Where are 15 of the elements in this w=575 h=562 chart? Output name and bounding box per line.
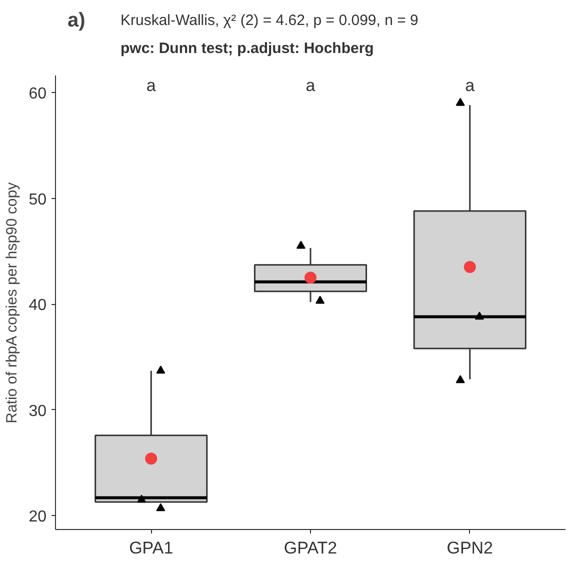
x-tick-label: GPAT2: [284, 538, 338, 558]
x-tick-label: GPN2: [446, 538, 494, 558]
y-tick-label: 60: [28, 85, 47, 102]
y-tick-label: 50: [28, 191, 47, 208]
y-tick-label: 30: [28, 402, 47, 420]
x-tick-label: GPA1: [129, 538, 174, 558]
annotation: a: [146, 76, 156, 95]
chart-subtitle: pwc: Dunn test; p.adjust: Hochberg: [120, 40, 374, 57]
annotation: a: [465, 76, 476, 95]
y-tick-label: 40: [28, 297, 47, 314]
chart-title: Kruskal-Wallis, χ² (2) = 4.62, p = 0.099, n = 9: [120, 12, 418, 29]
y-tick-label: 20: [28, 508, 47, 526]
annotation: a: [306, 76, 316, 95]
text: a): [68, 10, 86, 32]
y-axis-title: Ratio of rbpA copies per hsp90 copy: [4, 182, 21, 424]
